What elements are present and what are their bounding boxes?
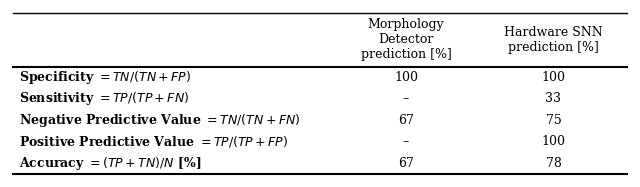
Text: 67: 67 (398, 114, 414, 127)
Text: 100: 100 (541, 71, 566, 84)
Text: Morphology
Detector
prediction [%]: Morphology Detector prediction [%] (360, 18, 451, 61)
Text: 100: 100 (394, 71, 418, 84)
Text: 78: 78 (545, 157, 561, 170)
Text: 100: 100 (541, 135, 566, 148)
Text: Positive Predictive Value $= TP/(TP+FP)$: Positive Predictive Value $= TP/(TP+FP)$ (19, 134, 288, 149)
Text: 67: 67 (398, 157, 414, 170)
Text: –: – (403, 135, 409, 148)
Text: Specificity $= TN/(TN+FP)$: Specificity $= TN/(TN+FP)$ (19, 69, 191, 86)
Text: 75: 75 (545, 114, 561, 127)
Text: Hardware SNN
prediction [%]: Hardware SNN prediction [%] (504, 26, 603, 54)
Text: Accuracy $= (TP+TN)/N$ [%]: Accuracy $= (TP+TN)/N$ [%] (19, 155, 202, 172)
Text: Sensitivity $= TP/(TP+FN)$: Sensitivity $= TP/(TP+FN)$ (19, 90, 189, 107)
Text: –: – (403, 92, 409, 105)
Text: 33: 33 (545, 92, 561, 105)
Text: Negative Predictive Value $= TN/(TN+FN)$: Negative Predictive Value $= TN/(TN+FN)$ (19, 112, 300, 129)
